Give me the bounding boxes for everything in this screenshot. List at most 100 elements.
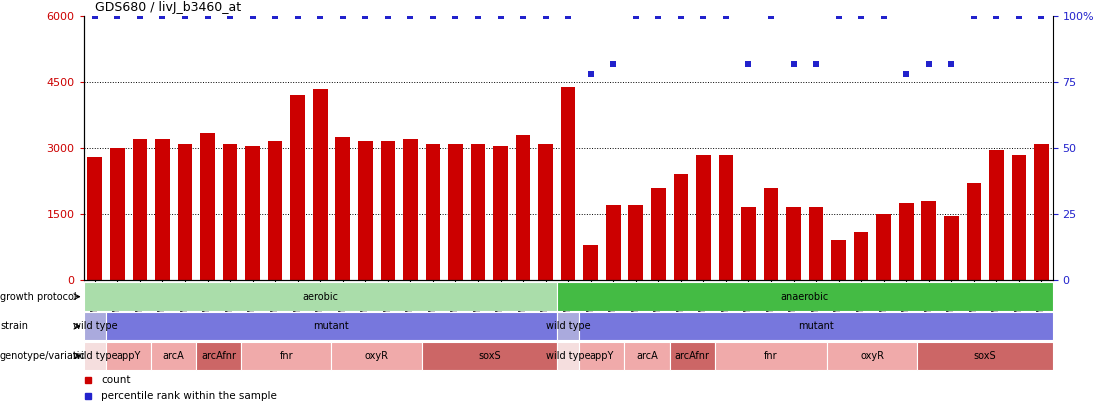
Point [920, 60, 938, 67]
Point [356, 13, 374, 19]
Bar [242, 341, 332, 370]
Bar [358, 141, 372, 280]
Bar [494, 146, 508, 280]
Point [784, 60, 802, 67]
Point [86, 13, 104, 19]
Bar [267, 141, 283, 280]
Point [244, 13, 262, 19]
Text: wild type: wild type [72, 351, 117, 361]
Bar [84, 312, 106, 341]
Bar [84, 341, 106, 370]
Point [740, 60, 758, 67]
Bar [921, 201, 936, 280]
Bar [403, 139, 418, 280]
Point [627, 13, 645, 19]
Point [447, 13, 465, 19]
Bar [967, 183, 981, 280]
Bar [764, 188, 779, 280]
Bar [579, 312, 1053, 341]
Bar [696, 155, 711, 280]
Text: mutant: mutant [799, 321, 834, 331]
Point [379, 13, 397, 19]
Bar [1034, 144, 1048, 280]
Bar [421, 341, 557, 370]
Point [154, 13, 172, 19]
Point [604, 60, 622, 67]
Point [131, 13, 149, 19]
Point [762, 13, 780, 19]
Point [108, 13, 126, 19]
Bar [201, 133, 215, 280]
Bar [899, 203, 913, 280]
Bar [152, 341, 196, 370]
Bar [106, 341, 152, 370]
Bar [1012, 155, 1026, 280]
Bar [538, 144, 553, 280]
Point [965, 13, 983, 19]
Text: wild type: wild type [72, 321, 117, 331]
Bar [557, 282, 1053, 311]
Bar [470, 144, 486, 280]
Point [852, 13, 870, 19]
Bar [719, 155, 733, 280]
Point [311, 13, 329, 19]
Text: appY: appY [589, 351, 614, 361]
Bar [291, 95, 305, 280]
Bar [831, 240, 846, 280]
Text: oxyR: oxyR [860, 351, 885, 361]
Bar [628, 205, 643, 280]
Point [222, 13, 240, 19]
Point [537, 13, 555, 19]
Bar [853, 232, 869, 280]
Bar [741, 207, 755, 280]
Point [401, 13, 419, 19]
Bar [381, 141, 395, 280]
Text: mutant: mutant [314, 321, 350, 331]
Text: percentile rank within the sample: percentile rank within the sample [101, 391, 277, 401]
Bar [625, 341, 670, 370]
Text: appY: appY [117, 351, 140, 361]
Bar [918, 341, 1053, 370]
Bar [786, 207, 801, 280]
Bar [133, 139, 147, 280]
Bar [426, 144, 440, 280]
Bar [674, 175, 688, 280]
Point [582, 71, 599, 77]
Point [1010, 13, 1028, 19]
Point [266, 13, 284, 19]
Point [830, 13, 848, 19]
Bar [809, 207, 823, 280]
Text: fnr: fnr [764, 351, 778, 361]
Bar [332, 341, 421, 370]
Bar [335, 137, 350, 280]
Point [942, 60, 960, 67]
Point [334, 13, 352, 19]
Point [176, 13, 194, 19]
Bar [584, 245, 598, 280]
Point [491, 13, 509, 19]
Text: strain: strain [0, 321, 28, 331]
Text: growth protocol: growth protocol [0, 292, 77, 302]
Point [469, 13, 487, 19]
Text: count: count [101, 375, 130, 385]
Point [897, 71, 915, 77]
Text: fnr: fnr [280, 351, 293, 361]
Bar [84, 282, 557, 311]
Text: wild type: wild type [546, 351, 590, 361]
Point [649, 13, 667, 19]
Bar [560, 87, 576, 280]
Bar [177, 144, 193, 280]
Text: soxS: soxS [478, 351, 500, 361]
Text: wild type: wild type [546, 321, 590, 331]
Text: oxyR: oxyR [364, 351, 389, 361]
Text: arcA: arcA [163, 351, 185, 361]
Point [694, 13, 712, 19]
Point [672, 13, 690, 19]
Text: soxS: soxS [974, 351, 996, 361]
Bar [670, 341, 715, 370]
Point [874, 13, 892, 19]
Bar [245, 146, 260, 280]
Text: aerobic: aerobic [302, 292, 339, 302]
Bar [516, 135, 530, 280]
Bar [313, 89, 328, 280]
